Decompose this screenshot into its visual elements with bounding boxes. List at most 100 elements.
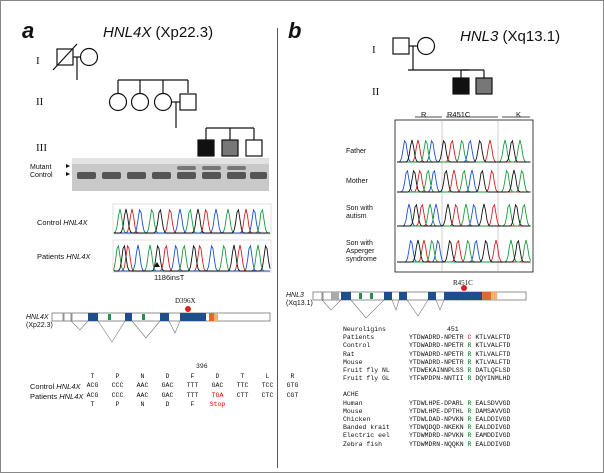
ache-row-3: Banded krait YTDWQDQD-NKEKN R EALDDIVGD — [343, 424, 510, 432]
neuroligins-aa-2: R — [467, 350, 472, 358]
panel-b-trace-3-2 — [397, 239, 531, 263]
ache-post-3: EALDDIVGD — [471, 424, 511, 432]
ache-row-0: Human YTDWLHPE-DPARL R EALSDVVGD — [343, 400, 510, 408]
ache-aa-4: R — [467, 432, 472, 440]
ache-pre-0: YTDWLHPE-DPARL — [409, 399, 468, 407]
gen-b-2: II — [372, 86, 380, 98]
patient_nt-4: TTT — [186, 392, 199, 399]
alignment-header-name: Neuroligins — [343, 326, 386, 333]
gene-b-label: HNL3 (Xq13.1) — [286, 292, 313, 308]
ache-post-1: DAMSAVVGD — [471, 407, 511, 415]
trace-label-son-autism: Son with autism — [346, 205, 373, 220]
ache-pre-4: YTDWMDRD-NPVKN — [409, 432, 468, 440]
patient_aa-2: N — [140, 401, 145, 408]
control_nt-2: AAC — [136, 382, 149, 389]
ache-row-5: Zebra fish YTDWMDRN-NQQKN R EALDDIVGD — [343, 441, 510, 449]
ache-aa-0: R — [467, 399, 472, 407]
ache-row-2: Chicken YTDWLDAD-NPVKN R EALDDIVGD — [343, 416, 510, 424]
trace-label-son-asperger: Son with Asperger syndrome — [346, 240, 377, 263]
pedigree-a-ii4-male — [179, 93, 197, 111]
seq-control-gene: HNL4X — [56, 382, 81, 391]
panel-b-trace-3-3 — [397, 239, 531, 263]
control_nt-4: TTT — [186, 382, 199, 389]
pedigree-a-iii2-affected-male — [221, 139, 239, 157]
pedigree-a-ii3-female — [153, 92, 173, 112]
patient-nt-row: ACG CCC AAC GAC TTT TGA CTT CTC CGT — [80, 392, 305, 399]
seq-control-label: Control HNL4X — [30, 382, 80, 391]
ache-name-0: Human — [343, 399, 363, 407]
control_nt-5: GAC — [211, 382, 224, 389]
gel-labels: Mutant Control — [30, 164, 53, 180]
pedigree-b-i1-male — [392, 37, 410, 55]
mutation-b-label: R451C — [453, 279, 473, 287]
ache-rows: Human YTDWLHPE-DPARL R EALSDVVGD Mouse YTDW… — [343, 400, 510, 449]
patients-gene: HNL4X — [66, 252, 91, 261]
neuroligins-post-2: KTLVALFTD — [471, 350, 511, 358]
panel-b-trace-2-2 — [397, 203, 531, 227]
patient_aa-1: P — [115, 401, 120, 408]
patients-trace-label: Patients HNL4X — [37, 252, 90, 261]
neuroligins-name-3: Mouse — [343, 358, 363, 366]
panel-b-gene: HNL3 — [460, 28, 499, 45]
ache-name-3: Banded krait — [343, 424, 390, 432]
panel-divider — [277, 28, 278, 468]
pedigree-a-ii1-female — [108, 92, 128, 112]
gen-a-1: I — [36, 55, 40, 67]
gen-a-3: III — [36, 142, 47, 154]
neuroligins-name-5: Fruit fly GL — [343, 375, 390, 383]
neuroligins-row-5: Fruit fly GL YTFWPDPN-NNTII R DQYINMLHD — [343, 375, 510, 383]
control_aa-5: D — [215, 373, 220, 380]
control_aa-8: R — [290, 373, 295, 380]
gel-mutant-label: Mutant — [30, 164, 52, 171]
control_nt-7: TCC — [261, 382, 274, 389]
neuroligins-post-3: KTLVALFTD — [471, 358, 511, 366]
control-trace-label: Control HNL4X — [37, 218, 87, 227]
control_aa-2: N — [140, 373, 145, 380]
panel-b-trace-2-3 — [397, 203, 531, 227]
neuroligins-aa-5: R — [467, 375, 472, 383]
codon-number: 396 — [196, 363, 208, 370]
seq-control-prefix: Control — [30, 382, 55, 391]
seq-patients-prefix: Patients — [30, 392, 58, 401]
gen-b-1: I — [372, 44, 376, 56]
panel-a-traces — [112, 203, 272, 273]
neuroligins-post-5: DQYINMLHD — [471, 375, 511, 383]
patient_nt-6: CTT — [236, 392, 249, 399]
neuroligins-pre-4: YTDWEKAINNPLSS — [409, 367, 468, 375]
ache-aa-2: R — [467, 416, 472, 424]
neuroligins-aa-0: C — [467, 334, 472, 342]
ache-post-5: EALDDIVGD — [471, 440, 511, 448]
neuroligins-row-3: Mouse YTDWADRD-NPETR R KTLVALFTD — [343, 359, 510, 367]
pedigree-a-ii2-female — [130, 92, 150, 112]
patients-prefix: Patients — [37, 252, 65, 261]
pedigree-a-iii3-male — [245, 139, 263, 157]
patient_nt-1: CCC — [111, 392, 124, 399]
ache-name-4: Electric eel — [343, 432, 390, 440]
neuroligins-pre-5: YTFWPDPN-NNTII — [409, 375, 468, 383]
ache-post-4: EAMDDIVGD — [471, 432, 511, 440]
control_nt-1: CCC — [111, 382, 124, 389]
gene-b-locus: (Xq13.1) — [286, 300, 313, 307]
neuroligins-pre-3: YTDWADRD-NPETR — [409, 358, 468, 366]
panel-b-letter: b — [288, 18, 302, 43]
panel-b-trace-1-3 — [397, 169, 531, 193]
ache-row-4: Electric eel YTDWMDRD-NPVKN R EAMDDIVGD — [343, 432, 510, 440]
patient_nt-8: CGT — [286, 392, 299, 399]
control-gene: HNL4X — [63, 218, 88, 227]
pedigree-b-ii1-affected-male — [452, 77, 470, 95]
patient_nt-3: GAC — [161, 392, 174, 399]
codon-header-k: K — [516, 110, 522, 119]
gen-a-2: II — [36, 96, 44, 108]
pedigree-a-i2-female — [79, 47, 99, 67]
ache-aa-3: R — [467, 424, 472, 432]
patient_aa-5: Stop — [209, 401, 226, 408]
panel-b-traces — [397, 139, 531, 263]
panel-b-trace-0-3 — [397, 139, 531, 163]
ache-name-5: Zebra fish — [343, 440, 383, 448]
neuroligins-pre-0: YTDWADRD-NPETR — [409, 334, 468, 342]
neuroligins-name-4: Fruit fly NL — [343, 367, 390, 375]
neuroligins-row-4: Fruit fly NL YTDWEKAINNPLSS R DATLQFLSD — [343, 367, 510, 375]
control_aa-4: F — [190, 373, 195, 380]
